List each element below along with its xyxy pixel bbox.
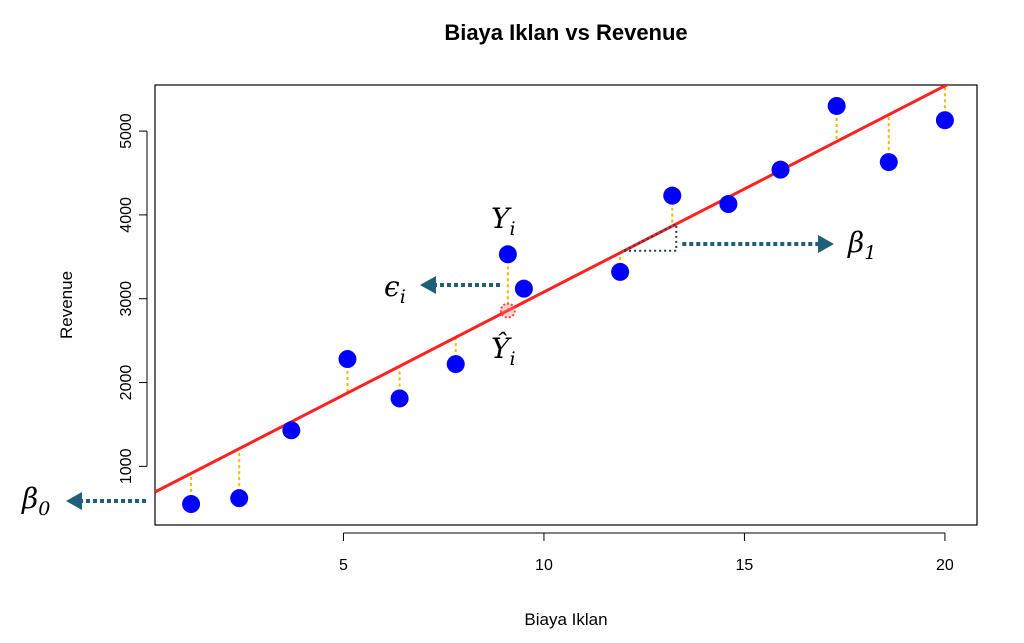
annotations: β0 β1 ϵi Yi Ŷi	[21, 202, 876, 520]
y-tick-label: 5000	[118, 113, 135, 149]
data-point	[230, 489, 249, 508]
slope-triangle	[623, 222, 678, 252]
slope-triangle-path	[623, 222, 678, 252]
data-point	[338, 350, 357, 369]
data-point	[879, 153, 898, 172]
y-axis: 1000 2000 3000 4000 5000	[118, 113, 148, 484]
data-point	[514, 279, 533, 298]
regression-line-group	[155, 85, 950, 494]
x-tick-label: 15	[736, 557, 754, 574]
beta1-arrow	[682, 235, 834, 253]
y-axis-label: Revenue	[57, 271, 76, 339]
x-axis-label: Biaya Iklan	[524, 610, 607, 629]
residual-lines	[190, 85, 946, 505]
epsilon-label: ϵi	[384, 270, 406, 308]
beta0-arrow	[66, 492, 146, 510]
data-point	[719, 195, 738, 214]
x-tick-label: 20	[936, 557, 954, 574]
beta1-label: β1	[847, 226, 876, 264]
y-tick-label: 3000	[118, 281, 135, 317]
beta0-label: β0	[21, 482, 50, 520]
y-tick-label: 1000	[118, 448, 135, 484]
chart-title: Biaya Iklan vs Revenue	[444, 20, 687, 45]
data-point	[446, 355, 465, 374]
data-point	[390, 389, 409, 408]
x-axis: 5 10 15 20	[339, 532, 954, 574]
y-hat-label: Ŷi	[491, 332, 516, 370]
data-point	[935, 111, 954, 130]
epsilon-arrow	[420, 276, 500, 294]
data-point	[827, 96, 846, 115]
data-point	[498, 245, 517, 264]
x-tick-label: 10	[535, 557, 553, 574]
beta1-arrow-head	[818, 235, 834, 253]
data-points	[182, 96, 954, 514]
data-point	[611, 262, 630, 281]
beta0-arrow-head	[66, 492, 82, 510]
data-point	[182, 495, 201, 514]
y-tick-label: 4000	[118, 197, 135, 233]
fitted-point	[499, 302, 516, 319]
data-point	[771, 160, 790, 179]
data-point	[282, 421, 301, 440]
plot-frame	[154, 84, 978, 526]
y-actual-label: Yi	[491, 202, 516, 240]
regression-line	[155, 85, 950, 494]
x-tick-label: 5	[339, 557, 348, 574]
data-point	[663, 186, 682, 205]
y-tick-label: 2000	[118, 365, 135, 401]
epsilon-arrow-head	[420, 276, 436, 294]
